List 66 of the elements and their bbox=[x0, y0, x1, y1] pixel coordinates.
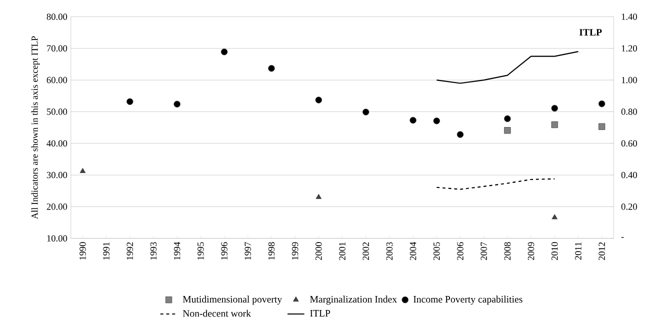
point bbox=[598, 123, 606, 130]
x-tick-label: 2004 bbox=[410, 242, 416, 260]
x-tick-label: 1999 bbox=[292, 242, 298, 260]
y-tick-label: 10.00 bbox=[47, 235, 68, 242]
x-tick-label: 2003 bbox=[386, 242, 393, 260]
y-tick-label: 60.00 bbox=[46, 76, 68, 84]
x-tick-label: 1992 bbox=[126, 242, 134, 260]
x-tick-label: 2008 bbox=[504, 242, 511, 260]
x-tick-label: 1997 bbox=[244, 242, 251, 260]
y2-tick-label: - bbox=[621, 237, 624, 238]
y2-tick-label: 0.40 bbox=[621, 172, 637, 178]
y-tick-label: 20.00 bbox=[46, 204, 68, 210]
x-tick-label: 2002 bbox=[362, 242, 369, 260]
y-tick-label: 70.00 bbox=[47, 45, 68, 52]
point bbox=[433, 118, 440, 124]
line-series bbox=[436, 178, 556, 190]
x-tick-label: 2006 bbox=[457, 242, 464, 260]
y2-tick-label: 1.40 bbox=[622, 14, 637, 20]
y2-tick-label: 1.00 bbox=[622, 76, 637, 84]
x-tick-label: 1998 bbox=[268, 242, 275, 260]
x-tick-label: 1993 bbox=[150, 242, 157, 260]
point bbox=[552, 214, 558, 220]
y-tick-label: 50.00 bbox=[46, 108, 68, 115]
point bbox=[551, 104, 558, 112]
y-tick-label: 30.00 bbox=[46, 172, 68, 178]
annotation: ITLP bbox=[579, 29, 602, 36]
y2-tick-label: 0.20 bbox=[621, 204, 637, 210]
point bbox=[174, 100, 180, 108]
y2-tick-label: 0.80 bbox=[621, 108, 637, 115]
x-tick-label: 2009 bbox=[528, 242, 534, 260]
y2-tick-label: 0.60 bbox=[621, 140, 637, 147]
point bbox=[315, 96, 322, 104]
y2-tick-label: 1.20 bbox=[622, 45, 637, 52]
x-tick-label: 2001 bbox=[339, 242, 346, 260]
point bbox=[316, 194, 322, 200]
point bbox=[80, 168, 86, 174]
point bbox=[268, 65, 275, 72]
point bbox=[598, 100, 606, 108]
x-tick-label: 1994 bbox=[174, 242, 180, 260]
point bbox=[220, 48, 228, 56]
legend-label: Non-decent work bbox=[182, 310, 251, 317]
legend-label: Marginalization Index bbox=[310, 296, 397, 305]
y-tick-label: 80.00 bbox=[46, 14, 68, 20]
x-tick-label: 2010 bbox=[551, 242, 558, 260]
point bbox=[551, 121, 558, 128]
point bbox=[362, 108, 370, 116]
x-tick-label: 2000 bbox=[316, 242, 322, 260]
point bbox=[504, 115, 511, 122]
point bbox=[410, 116, 416, 124]
legend-label: Income Poverty capabilities bbox=[414, 296, 522, 305]
x-tick-label: 2007 bbox=[480, 242, 487, 260]
x-tick-label: 1991 bbox=[103, 242, 110, 260]
point bbox=[126, 98, 134, 105]
x-tick-label: 2012 bbox=[598, 242, 605, 260]
legend-label: ITLP bbox=[310, 310, 330, 316]
x-tick-label: 1995 bbox=[198, 242, 204, 260]
x-tick-label: 1996 bbox=[221, 242, 228, 260]
point bbox=[504, 127, 511, 134]
y-tick-label: 40.00 bbox=[46, 140, 68, 147]
x-tick-label: 1990 bbox=[80, 242, 86, 260]
line-series bbox=[436, 51, 579, 84]
x-tick-label: 2011 bbox=[575, 242, 582, 260]
x-tick-label: 2005 bbox=[433, 242, 440, 260]
legend-label: Mutidimensional poverty bbox=[182, 296, 282, 305]
point bbox=[456, 131, 464, 138]
y-axis-title: All Indicators are shown in this axis except ITLP bbox=[31, 36, 40, 220]
